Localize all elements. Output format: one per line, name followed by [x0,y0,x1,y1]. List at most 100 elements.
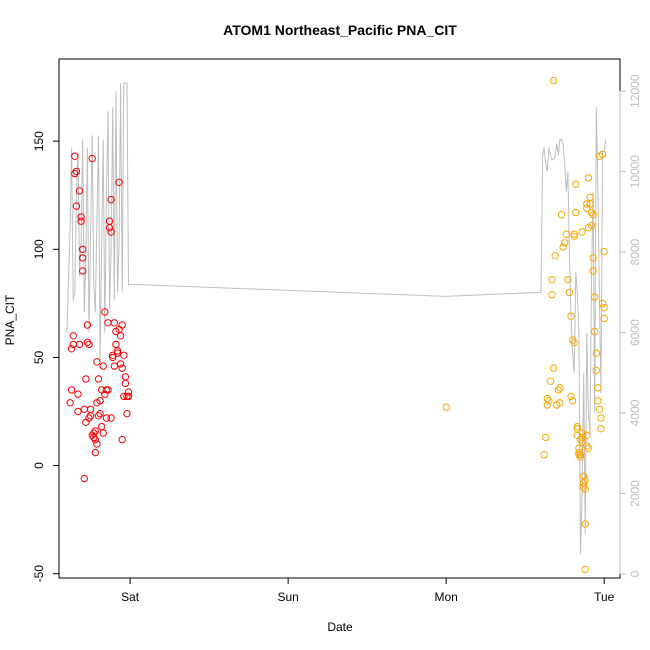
data-point-s1 [107,414,115,422]
data-point-s2 [589,211,597,219]
data-point-s2 [591,293,599,301]
data-point-s2 [559,243,567,251]
data-point-s2 [561,239,569,247]
data-point-s2 [575,448,583,457]
x-tick-label: Sun [277,590,298,604]
data-point-s1 [93,440,101,448]
data-point-s1 [116,360,125,368]
data-point-s1 [110,362,119,370]
y2-tick-label: 6000 [628,319,642,346]
data-point-s2 [600,314,608,323]
data-point-s1 [85,414,93,422]
data-point-s2 [583,442,591,450]
x-tick-label: Mon [434,590,457,604]
data-point-s2 [581,477,589,485]
data-point-s1 [107,195,115,204]
y-tick-label: 0 [32,462,46,469]
data-point-s2 [556,384,564,392]
data-point-s1 [75,187,84,195]
data-point-s2 [597,414,605,422]
y2-tick-label: 8000 [628,238,642,265]
data-point-s2 [591,327,599,336]
data-point-s1 [109,351,117,359]
data-point-s2 [568,336,577,344]
data-point-s1 [123,409,131,418]
data-point-s1 [116,332,125,340]
data-point-s2 [540,451,548,459]
data-point-s2 [587,208,596,217]
data-point-s2 [587,221,596,230]
data-point-s1 [83,321,92,329]
y2-axis: 0 2000 4000 6000 8000 10000 12000 [619,74,642,577]
y-tick-label: -50 [32,565,46,583]
data-point-s2 [578,429,586,437]
data-point-s2 [549,364,558,372]
data-point-s2 [573,422,581,431]
data-point-s1 [67,386,76,394]
plot-frame [58,58,621,579]
data-point-s2 [568,397,577,405]
data-point-s1 [79,267,87,275]
data-point-s2 [557,211,566,219]
data-point-s2 [597,425,605,433]
data-point-s2 [572,180,580,189]
chart-title: ATOM1 Northeast_Pacific PNA_CIT [223,22,457,38]
data-point-s2 [564,275,572,284]
y-axis: -50 0 50 100 150 [32,131,60,583]
data-point-s1 [80,474,89,483]
data-point-s2 [542,433,550,442]
data-point-s1 [102,414,111,422]
data-point-s2 [586,193,594,202]
data-point-s1 [69,340,77,349]
data-point-s1 [105,224,114,232]
data-point-s2 [548,275,556,284]
data-point-s2 [556,399,564,407]
data-point-s2 [545,397,553,405]
data-point-s1 [115,178,123,187]
data-point-s1 [91,448,100,457]
data-point-s1 [74,390,82,398]
data-point-s1 [93,358,101,366]
data-point-s2 [581,485,589,493]
data-point-s1 [94,375,103,383]
points-layer [66,76,608,574]
data-point-s1 [113,347,122,355]
y-tick-label: 150 [32,131,46,151]
data-point-s1 [107,228,115,236]
data-point-s2 [589,254,597,262]
data-point-s2 [578,438,586,446]
data-point-s1 [66,399,74,407]
data-point-s2 [581,565,589,574]
data-point-s2 [570,230,578,238]
data-point-s1 [99,429,107,437]
data-point-s1 [79,254,87,262]
data-point-s1 [75,340,84,349]
data-point-s1 [82,375,90,383]
y-tick-label: 100 [32,239,46,259]
data-point-s1 [96,409,104,418]
series-line [66,82,607,554]
data-point-s2 [583,431,591,439]
data-point-s2 [584,174,593,182]
x-axis-label: Date [327,620,353,634]
data-point-s1 [74,407,82,416]
data-point-s1 [67,345,76,353]
data-point-s1 [94,412,103,420]
data-point-s2 [548,291,556,299]
data-point-s1 [79,245,87,254]
data-point-s2 [598,150,607,158]
data-point-s1 [101,390,109,398]
data-point-s2 [589,267,597,275]
data-point-s2 [570,232,578,241]
x-tick-label: Sat [121,590,140,604]
data-point-s2 [600,304,608,312]
data-point-s1 [72,167,81,176]
data-point-s1 [109,353,117,362]
data-point-s2 [543,394,551,403]
data-point-s1 [72,202,81,210]
y2-tick-label: 2000 [628,480,642,507]
y-tick-label: 50 [32,350,46,364]
data-point-s1 [118,364,126,372]
data-point-s2 [543,401,551,409]
